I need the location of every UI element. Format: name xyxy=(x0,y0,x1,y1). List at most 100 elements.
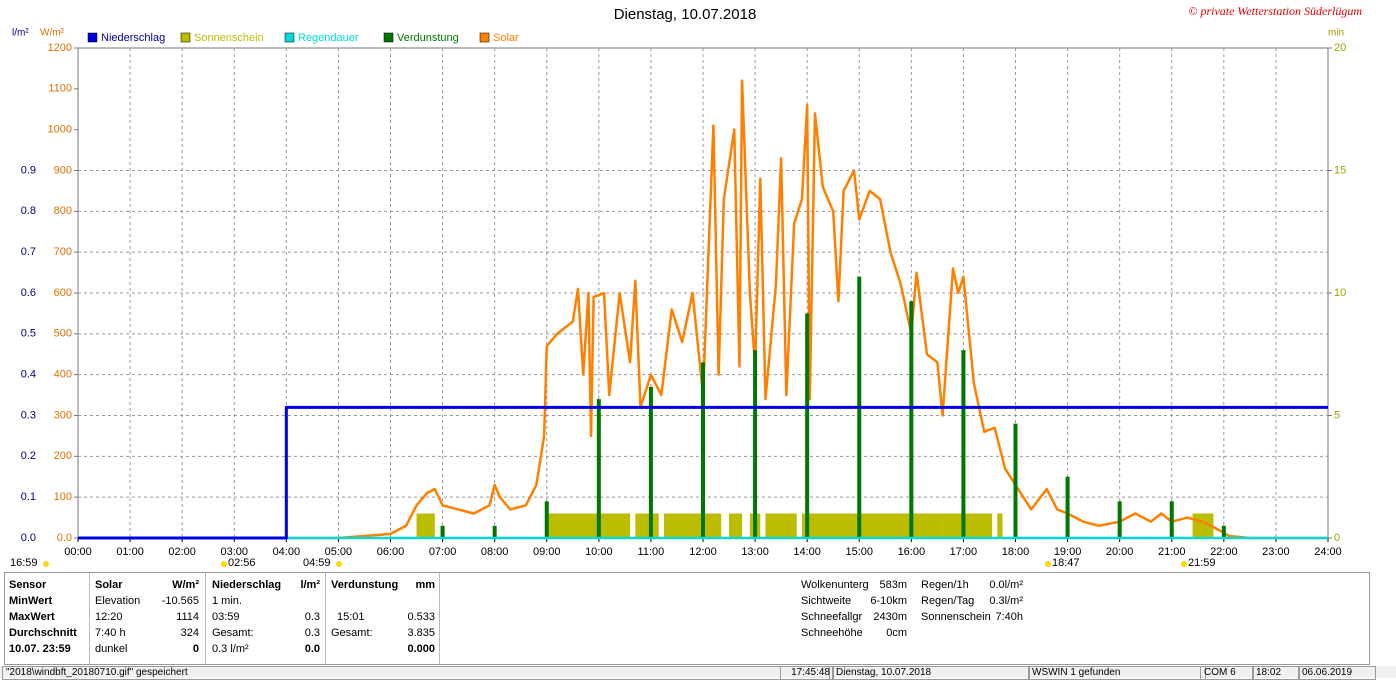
chart: Dienstag, 10.07.2018 © private Wettersta… xyxy=(10,4,1362,569)
sun-marker xyxy=(1045,561,1051,567)
x-tick-label: 11:00 xyxy=(638,546,665,558)
rain-label: Sonnenschein xyxy=(921,611,991,623)
cell: Gesamt: xyxy=(212,627,254,639)
y2-tick-label: 0 xyxy=(1334,532,1340,544)
rain-label: Regen/Tag xyxy=(921,595,975,607)
sun-marker-label: 18:47 xyxy=(1052,557,1080,569)
x-tick-label: 00:00 xyxy=(64,546,92,558)
y2-axis-label: min xyxy=(1328,28,1344,39)
separator xyxy=(439,573,440,664)
cell: 324 xyxy=(180,627,199,639)
sensor-label: 10.07. 23:59 xyxy=(9,643,71,655)
sunshine-bar xyxy=(416,513,435,538)
x-tick-label: 04:00 xyxy=(273,546,301,558)
sun-marker xyxy=(221,561,227,567)
evaporation-bar xyxy=(805,313,810,538)
rain-value: 0.0l/m² xyxy=(989,579,1023,591)
evaporation-bar xyxy=(701,362,705,538)
y3-tick-label: 900 xyxy=(54,164,72,176)
y-tick-label: 0.5 xyxy=(21,328,36,340)
sun-marker-label: 04:59 xyxy=(303,557,331,569)
y2-tick-label: 15 xyxy=(1334,164,1346,176)
y3-tick-label: 0.0 xyxy=(57,532,72,544)
x-tick-label: 17:00 xyxy=(950,546,978,558)
evaporation-bar xyxy=(544,501,549,538)
sunshine-bar xyxy=(729,513,743,538)
evaporation-bar xyxy=(1065,476,1070,538)
separator xyxy=(205,573,206,664)
cell: 1114 xyxy=(176,611,199,623)
x-tick-label: 06:00 xyxy=(377,546,405,558)
cell: -10.565 xyxy=(161,595,199,607)
col-unit: W/m² xyxy=(172,579,199,591)
x-tick-label: 14:00 xyxy=(793,546,821,558)
col-header: Niederschlag xyxy=(212,579,282,591)
sensor-label: MinWert xyxy=(9,595,53,607)
cell: Gesamt: xyxy=(331,627,373,639)
y3-tick-label: 300 xyxy=(54,409,72,421)
x-tick-label: 07:00 xyxy=(429,546,457,558)
cell: 0 xyxy=(192,643,199,655)
evaporation-bar xyxy=(909,301,914,538)
evaporation-bar xyxy=(492,525,497,538)
cell: dunkel xyxy=(95,643,128,655)
y-tick-label: 0.1 xyxy=(21,491,36,503)
sun-marker xyxy=(1181,561,1187,567)
sun-marker-label: 16:59 xyxy=(10,557,38,569)
sun-marker-label: 02:56 xyxy=(228,557,256,569)
sun-marker-label: 21:59 xyxy=(1188,557,1216,569)
y2-tick-label: 10 xyxy=(1334,287,1346,299)
sunshine-bar xyxy=(801,513,943,538)
evaporation-bar xyxy=(1221,525,1226,538)
x-tick-label: 10:00 xyxy=(585,546,613,558)
evaporation-bar xyxy=(596,399,601,538)
evaporation-bar xyxy=(1169,501,1174,538)
y3-axis-label: W/m² xyxy=(40,28,65,39)
cell: 3.835 xyxy=(407,627,435,639)
legend-swatch xyxy=(479,32,490,43)
x-tick-label: 03:00 xyxy=(220,546,248,558)
rain-value: 7:40h xyxy=(995,611,1023,623)
cell: 0.533 xyxy=(407,611,435,623)
sunshine-bar xyxy=(546,513,631,538)
y-tick-label: 0.9 xyxy=(21,164,36,176)
series-line xyxy=(78,405,1328,540)
col-header: Solar xyxy=(95,579,123,591)
legend-swatch xyxy=(87,32,98,43)
sensor-label: Sensor xyxy=(9,579,47,591)
weather-value: 2430m xyxy=(873,611,907,623)
y-tick-label: 0.2 xyxy=(21,450,36,462)
cell: 7:40 h xyxy=(95,627,126,639)
cell: 12:20 xyxy=(95,611,123,623)
x-tick-label: 21:00 xyxy=(1158,546,1186,558)
x-tick-label: 16:00 xyxy=(898,546,926,558)
y3-tick-label: 700 xyxy=(54,246,72,258)
cell: Elevation xyxy=(95,595,141,607)
y2-tick-label: 5 xyxy=(1334,409,1340,421)
separator xyxy=(89,573,90,664)
legend-label: Niederschlag xyxy=(101,32,165,44)
x-tick-label: 02:00 xyxy=(168,546,196,558)
y-tick-label: 0.0 xyxy=(21,532,36,544)
separator xyxy=(325,573,326,664)
weather-label: Sichtweite xyxy=(801,595,852,607)
series-line xyxy=(78,79,1328,540)
sensor-label: Durchschnitt xyxy=(9,627,77,639)
col-header: Verdunstung xyxy=(331,579,399,591)
evaporation-bar xyxy=(1117,501,1122,538)
chart-title: Dienstag, 10.07.2018 xyxy=(614,6,757,23)
legend-swatch xyxy=(383,32,394,43)
x-tick-label: 05:00 xyxy=(325,546,353,558)
x-tick-label: 23:00 xyxy=(1262,546,1290,558)
legend-swatch xyxy=(180,32,191,43)
x-tick-label: 09:00 xyxy=(533,546,561,558)
cell: 0.0 xyxy=(304,643,320,655)
y-tick-label: 0.6 xyxy=(21,287,36,299)
y2-tick-label: 20 xyxy=(1334,42,1346,54)
legend-swatch xyxy=(284,32,295,43)
cell: 0.3 xyxy=(304,627,320,639)
legend-label: Regendauer xyxy=(298,32,359,44)
cell: 0.000 xyxy=(407,643,435,655)
col-unit: mm xyxy=(415,579,435,591)
